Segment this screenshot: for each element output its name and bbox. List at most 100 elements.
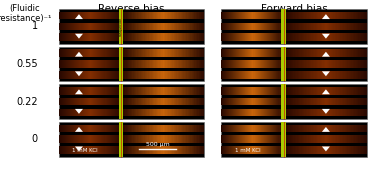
Bar — [190, 49, 192, 57]
Bar — [178, 98, 180, 105]
Bar — [296, 125, 298, 132]
Bar — [102, 49, 104, 57]
Bar — [105, 23, 107, 30]
Bar — [245, 125, 246, 132]
Bar — [234, 12, 235, 20]
Bar — [349, 135, 350, 143]
Bar — [251, 87, 253, 95]
Bar — [241, 71, 242, 79]
Bar — [135, 98, 136, 105]
Bar — [226, 60, 228, 68]
Bar — [97, 33, 98, 41]
Bar — [105, 135, 107, 143]
Bar — [185, 60, 186, 68]
Bar — [129, 33, 131, 41]
Bar — [225, 12, 226, 20]
Bar — [86, 87, 87, 95]
Bar — [363, 23, 364, 30]
Bar — [240, 60, 241, 68]
Bar — [136, 23, 138, 30]
Bar — [181, 87, 182, 95]
Bar — [181, 23, 182, 30]
Bar — [118, 12, 119, 20]
Bar — [307, 49, 309, 57]
Bar — [164, 33, 166, 41]
Bar — [350, 71, 352, 79]
Bar — [329, 12, 331, 20]
Bar — [73, 87, 74, 95]
Bar — [332, 108, 334, 116]
Bar — [164, 108, 166, 116]
Bar — [132, 12, 134, 20]
Bar — [224, 71, 226, 79]
Bar — [287, 71, 288, 79]
Bar — [168, 33, 170, 41]
Bar — [224, 108, 226, 116]
Bar — [224, 87, 226, 95]
Bar — [82, 135, 84, 143]
Bar — [121, 135, 123, 143]
Bar — [135, 12, 136, 20]
Bar — [306, 49, 307, 57]
Bar — [302, 125, 303, 132]
Bar — [275, 108, 277, 116]
Bar — [358, 87, 360, 95]
Bar — [308, 87, 310, 95]
Bar — [261, 23, 262, 30]
Bar — [99, 71, 101, 79]
Bar — [125, 108, 127, 116]
Bar — [308, 49, 310, 57]
Bar — [283, 49, 284, 57]
Bar — [324, 108, 325, 116]
Bar — [354, 87, 356, 95]
Bar — [167, 49, 168, 57]
Bar — [269, 108, 270, 116]
Bar — [307, 71, 309, 79]
Bar — [131, 33, 132, 41]
Bar — [236, 146, 237, 154]
Bar — [239, 71, 240, 79]
Bar — [192, 146, 193, 154]
Bar — [364, 23, 366, 30]
Bar — [59, 108, 60, 116]
Bar — [170, 87, 171, 95]
Bar — [234, 108, 235, 116]
Bar — [133, 60, 135, 68]
Bar — [91, 60, 92, 68]
Bar — [356, 23, 357, 30]
Bar — [320, 12, 321, 20]
Bar — [273, 71, 274, 79]
Bar — [358, 135, 360, 143]
Bar — [73, 108, 74, 116]
Bar — [329, 60, 331, 68]
Bar — [284, 135, 285, 143]
Bar — [92, 87, 93, 95]
Bar — [311, 49, 313, 57]
Bar — [92, 146, 93, 154]
Bar — [64, 87, 65, 95]
Bar — [82, 108, 84, 116]
Bar — [102, 98, 104, 105]
Bar — [311, 23, 313, 30]
Bar — [108, 108, 109, 116]
Bar — [259, 60, 260, 68]
Bar — [254, 33, 255, 41]
Bar — [223, 12, 225, 20]
Bar — [303, 12, 305, 20]
Bar — [100, 87, 102, 95]
Bar — [296, 60, 298, 68]
Bar — [187, 49, 189, 57]
Bar — [98, 71, 99, 79]
Bar — [84, 87, 85, 95]
Bar — [342, 49, 343, 57]
Bar — [139, 108, 141, 116]
Bar — [226, 108, 228, 116]
Bar — [149, 146, 150, 154]
Bar — [254, 125, 256, 132]
Bar — [181, 12, 182, 20]
Bar — [295, 135, 296, 143]
Bar — [239, 125, 240, 132]
Bar — [131, 135, 132, 143]
Bar — [203, 49, 204, 57]
Bar — [89, 49, 90, 57]
